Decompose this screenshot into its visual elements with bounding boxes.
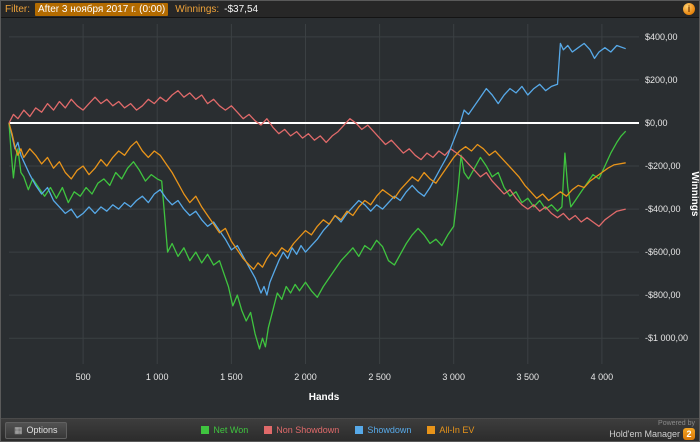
y-tick-label: -$600,00 bbox=[645, 247, 681, 257]
legend-swatch-showdown bbox=[355, 426, 364, 434]
x-tick-label: 4 000 bbox=[591, 372, 614, 382]
legend-swatch-non-showdown bbox=[264, 426, 273, 434]
legend-label-non-showdown: Non Showdown bbox=[276, 425, 340, 435]
legend-item-non-showdown: Non Showdown bbox=[264, 425, 339, 435]
y-axis-label: Winnings bbox=[689, 172, 699, 217]
x-tick-label: 3 500 bbox=[517, 372, 540, 382]
x-tick-label: 1 000 bbox=[146, 372, 169, 382]
options-button[interactable]: ▦ Options bbox=[5, 421, 67, 439]
y-tick-label: $200,00 bbox=[645, 75, 678, 85]
y-tick-label: -$400,00 bbox=[645, 204, 681, 214]
filter-bar: Filter: After 3 ноября 2017 г. (0:00) Wi… bbox=[1, 1, 699, 18]
x-tick-label: 3 000 bbox=[442, 372, 465, 382]
legend-item-all-in-ev: All-In EV bbox=[427, 425, 474, 435]
powered-by: Powered by Hold'em Manager 2 bbox=[609, 420, 695, 440]
y-tick-label: -$200,00 bbox=[645, 161, 681, 171]
filter-value[interactable]: After 3 ноября 2017 г. (0:00) bbox=[35, 2, 169, 16]
legend-swatch-all-in-ev bbox=[427, 426, 436, 434]
options-label: Options bbox=[26, 425, 58, 435]
status-bar: ▦ Options Net Won Non Showdown Showdown All… bbox=[1, 418, 699, 441]
series-line-non-showdown bbox=[8, 90, 626, 227]
legend-label-net-won: Net Won bbox=[213, 425, 249, 435]
legend: Net Won Non Showdown Showdown All-In EV bbox=[75, 425, 602, 435]
options-icon: ▦ bbox=[14, 424, 23, 435]
winnings-value: -$37,54 bbox=[224, 3, 259, 15]
plot-background bbox=[1, 18, 699, 418]
powered-by-text: Powered by bbox=[658, 420, 695, 427]
x-tick-label: 2 000 bbox=[294, 372, 317, 382]
legend-label-all-in-ev: All-In EV bbox=[439, 425, 475, 435]
y-tick-label: -$1 000,00 bbox=[645, 333, 688, 343]
hm2-logo: 2 bbox=[683, 428, 695, 440]
x-axis-label: Hands bbox=[309, 392, 340, 403]
brand-name: Hold'em Manager bbox=[609, 428, 680, 439]
chart-area: $400,00 $200,00 $0,00 -$200,00 -$400,00 -$600… bbox=[1, 18, 699, 418]
legend-item-net-won: Net Won bbox=[201, 425, 248, 435]
filter-label: Filter: bbox=[5, 3, 30, 15]
series-line-all-in-ev bbox=[8, 122, 626, 270]
series-line-showdown bbox=[8, 42, 626, 296]
y-tick-label: $0,00 bbox=[645, 118, 668, 128]
y-tick-label: -$800,00 bbox=[645, 290, 681, 300]
y-tick-label: $400,00 bbox=[645, 32, 678, 42]
legend-item-showdown: Showdown bbox=[355, 425, 411, 435]
legend-swatch-net-won bbox=[201, 426, 210, 434]
winnings-label: Winnings: bbox=[175, 3, 220, 15]
x-tick-label: 1 500 bbox=[220, 372, 243, 382]
winnings-chart: $400,00 $200,00 $0,00 -$200,00 -$400,00 -$600… bbox=[1, 18, 699, 418]
info-icon[interactable]: i bbox=[683, 3, 695, 15]
x-tick-label: 500 bbox=[76, 372, 91, 382]
legend-label-showdown: Showdown bbox=[367, 425, 412, 435]
x-tick-label: 2 500 bbox=[368, 372, 391, 382]
series-line-net-won bbox=[8, 122, 627, 350]
